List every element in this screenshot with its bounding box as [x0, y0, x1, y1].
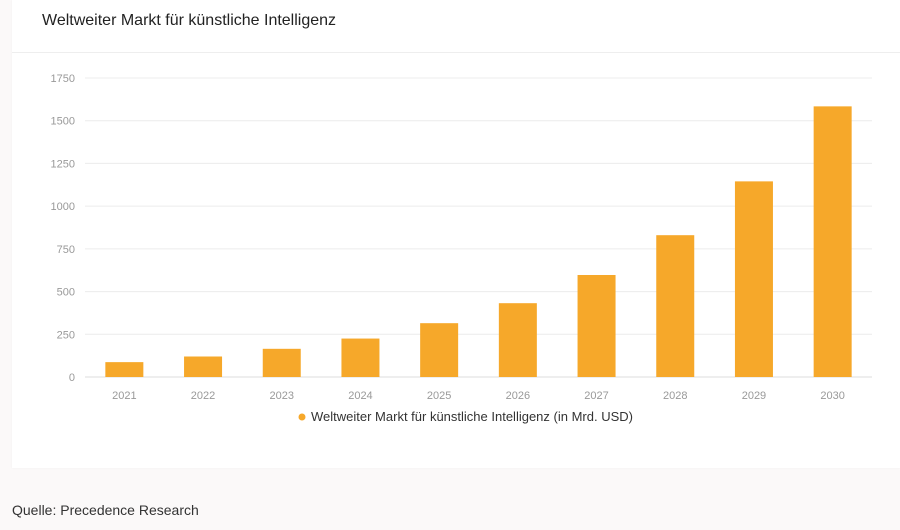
- chart-title: Weltweiter Markt für künstliche Intellig…: [42, 12, 337, 29]
- x-tick-label: 2023: [270, 390, 294, 402]
- x-tick-label: 2028: [663, 390, 687, 402]
- y-tick-label: 1250: [51, 158, 75, 170]
- x-tick-label: 2029: [742, 390, 766, 402]
- x-tick-label: 2026: [506, 390, 530, 402]
- y-tick-label: 1500: [51, 116, 75, 128]
- x-tick-label: 2027: [584, 390, 608, 402]
- x-tick-label: 2025: [427, 390, 451, 402]
- chart-card: Weltweiter Markt für künstliche Intellig…: [12, 0, 900, 468]
- legend-marker: [298, 413, 306, 421]
- x-tick-label: 2024: [348, 390, 372, 402]
- bar-2026: [498, 303, 537, 377]
- x-tick-label: 2022: [191, 390, 215, 402]
- bar-2024: [341, 338, 380, 377]
- y-tick-label: 500: [57, 287, 75, 299]
- bar-2023: [262, 348, 301, 377]
- y-tick-label: 250: [57, 329, 75, 341]
- bar-chart: 0 250 500 750 1000 1250 1500 1750 2021 2022 2023 20…: [51, 73, 872, 424]
- bar-2022: [184, 356, 223, 377]
- bar-2030: [813, 106, 852, 377]
- bar-2028: [656, 235, 695, 377]
- y-tick-label: 0: [69, 372, 75, 384]
- x-tick-label: 2021: [112, 390, 136, 402]
- bar-2025: [420, 323, 459, 377]
- bar-2027: [577, 274, 616, 377]
- y-tick-label: 1000: [51, 201, 75, 213]
- source-caption: Quelle: Precedence Research: [12, 502, 199, 518]
- bar-2021: [105, 362, 144, 377]
- y-tick-label: 1750: [51, 73, 75, 85]
- legend-label: Weltweiter Markt für künstliche Intellig…: [311, 409, 633, 424]
- x-tick-label: 2030: [820, 390, 844, 402]
- card-header: Weltweiter Markt für künstliche Intellig…: [12, 0, 900, 53]
- y-tick-label: 750: [57, 244, 75, 256]
- bar-2029: [734, 181, 773, 377]
